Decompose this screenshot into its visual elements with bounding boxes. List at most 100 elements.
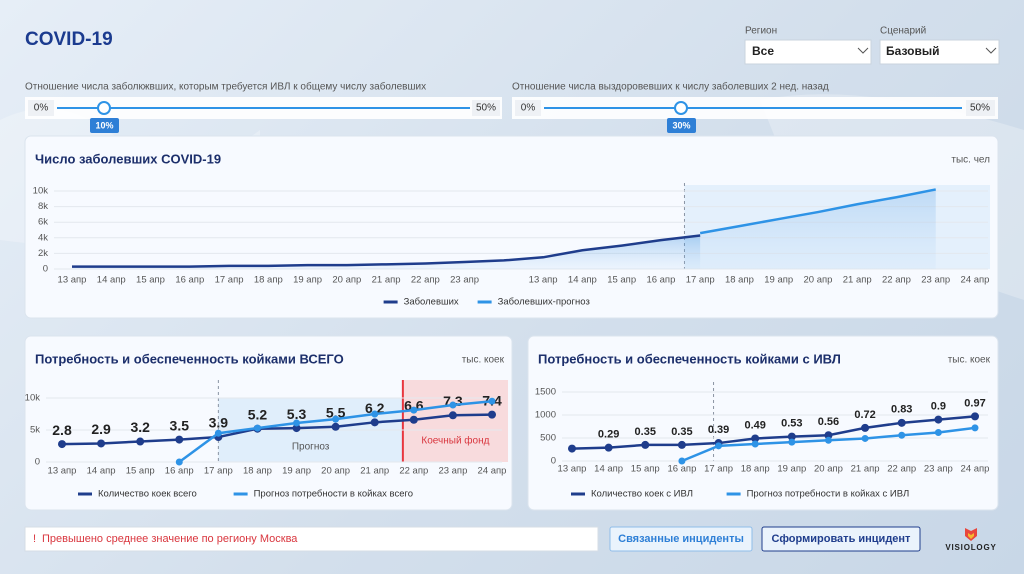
point xyxy=(788,438,796,446)
point xyxy=(677,440,686,449)
x-tick-label: 19 апр xyxy=(764,275,793,286)
filter-label: Сценарий xyxy=(880,26,926,37)
point xyxy=(136,437,145,446)
point xyxy=(971,412,979,421)
x-tick-label: 20 апр xyxy=(803,275,832,286)
point xyxy=(214,429,222,437)
data-label: 0.29 xyxy=(598,429,619,441)
slider-label: Отношение числа заболкжвших, которым тре… xyxy=(25,81,426,93)
x-tick-label: 17 апр xyxy=(215,275,244,286)
point xyxy=(898,431,906,439)
point xyxy=(751,440,759,448)
chart-panel xyxy=(527,335,999,511)
y-tick-label: 0 xyxy=(551,456,556,467)
x-tick-label: 13 апр xyxy=(529,275,558,286)
filter-label: Регион xyxy=(745,26,777,37)
y-tick-label: 10k xyxy=(33,186,49,197)
chart-title: Потребность и обеспеченность койками с И… xyxy=(538,351,841,366)
x-tick-label: 18 апр xyxy=(254,275,283,286)
data-label: 0.35 xyxy=(635,426,656,438)
dropdown[interactable] xyxy=(744,39,872,65)
button[interactable] xyxy=(761,526,921,552)
point xyxy=(751,434,760,443)
y-tick-label: 0 xyxy=(35,457,40,468)
slider-thumb[interactable] xyxy=(97,101,111,115)
x-tick-label: 19 апр xyxy=(282,466,311,477)
data-label: 0.72 xyxy=(854,409,875,421)
legend-label: Заболевших-прогноз xyxy=(498,297,590,308)
point xyxy=(488,410,496,419)
x-tick-label: 24 апр xyxy=(961,464,990,475)
point xyxy=(409,415,418,424)
slider-min-box xyxy=(515,100,541,116)
x-tick-label: 21 апр xyxy=(360,466,389,477)
x-tick-label: 19 апр xyxy=(777,464,806,475)
x-tick-label: 15 апр xyxy=(607,275,636,286)
x-tick-label: 14 апр xyxy=(594,464,623,475)
point xyxy=(641,440,650,449)
data-label: 6.2 xyxy=(365,400,385,416)
x-tick-label: 15 апр xyxy=(136,275,165,286)
x-tick-label: 24 апр xyxy=(478,466,507,477)
x-tick-label: 21 апр xyxy=(843,275,872,286)
point xyxy=(253,424,261,432)
slider-value: 10% xyxy=(95,120,113,130)
annotation: Коечный фонд xyxy=(421,435,489,447)
chart-panel xyxy=(24,135,999,319)
data-label: 0.97 xyxy=(964,397,985,409)
x-tick-label: 22 апр xyxy=(411,275,440,286)
point xyxy=(331,422,340,431)
x-tick-label: 18 апр xyxy=(741,464,770,475)
point xyxy=(568,444,576,453)
x-tick-label: 24 апр xyxy=(961,275,990,286)
x-tick-label: 17 апр xyxy=(704,464,733,475)
page-title: COVID-19 xyxy=(25,29,113,50)
x-tick-label: 22 апр xyxy=(399,466,428,477)
slider-thumb[interactable] xyxy=(674,101,688,115)
x-tick-label: 20 апр xyxy=(814,464,843,475)
chevron xyxy=(857,47,869,54)
legend-label: Заболевших xyxy=(404,297,459,308)
slider-value: 30% xyxy=(672,120,690,130)
legend-label: Количество коек всего xyxy=(98,489,197,500)
chart-title: Потребность и обеспеченность койками ВСЕ… xyxy=(35,351,344,366)
y-tick-label: 500 xyxy=(540,433,556,444)
data-label: 3.9 xyxy=(209,415,229,431)
x-tick-label: 13 апр xyxy=(558,464,587,475)
unit-label: тыс. коек xyxy=(462,355,505,366)
point xyxy=(861,434,869,442)
data-label: 5.2 xyxy=(248,406,268,422)
data-label: 0.35 xyxy=(671,426,692,438)
charts: Число заболевших COVID-19 тыс. чел 0 2k 4k 6k… xyxy=(24,135,999,511)
data-label: 5.5 xyxy=(326,405,346,421)
point xyxy=(678,457,686,465)
x-tick-label: 17 апр xyxy=(686,275,715,286)
data-label: 3.5 xyxy=(170,417,190,433)
button[interactable] xyxy=(609,526,753,552)
legend-label: Прогноз потребности в койках всего xyxy=(254,489,413,500)
x-tick-label: 23 апр xyxy=(450,275,479,286)
chart-title: Число заболевших COVID-19 xyxy=(35,151,221,166)
x-tick-label: 20 апр xyxy=(332,275,361,286)
data-label: 2.9 xyxy=(91,421,111,437)
logo-icon xyxy=(968,533,974,539)
button-label: Связанные инциденты xyxy=(618,533,744,545)
point xyxy=(371,410,379,418)
point xyxy=(410,406,418,414)
point xyxy=(897,418,906,427)
point xyxy=(604,443,613,452)
alert-box xyxy=(24,526,599,552)
x-tick-label: 14 апр xyxy=(97,275,126,286)
x-tick-label: 21 апр xyxy=(372,275,401,286)
x-tick-label: 16 апр xyxy=(175,275,204,286)
point xyxy=(824,436,832,444)
x-tick-label: 13 апр xyxy=(58,275,87,286)
x-tick-label: 14 апр xyxy=(568,275,597,286)
x-tick-label: 21 апр xyxy=(851,464,880,475)
data-label: 0.53 xyxy=(781,418,802,430)
y-tick-label: 1000 xyxy=(535,410,556,421)
slider-max-box xyxy=(966,100,995,116)
y-tick-label: 10k xyxy=(25,393,41,404)
dropdown[interactable] xyxy=(879,39,1000,65)
dropdown-value: Все xyxy=(752,44,774,58)
